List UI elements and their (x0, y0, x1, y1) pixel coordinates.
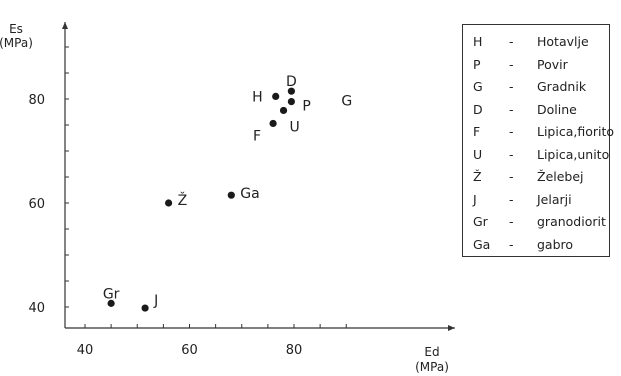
legend-code: Ga (473, 236, 491, 252)
x-axis-arrow (448, 325, 455, 331)
legend-separator: - (509, 101, 514, 117)
legend-entry: Ž - Želebej (471, 166, 609, 189)
legend-name: Hotavlje (537, 34, 589, 49)
y-tick-label: 80 (28, 93, 45, 108)
legend-separator: - (509, 34, 514, 49)
point-label: P (302, 99, 310, 115)
legend-code: P (473, 56, 481, 72)
legend-name: granodiorit (537, 214, 606, 229)
legend-code: Ž (473, 169, 482, 184)
legend-name: Gradnik (537, 79, 587, 94)
legend-code: U (473, 146, 483, 162)
data-point (107, 299, 115, 307)
y-axis-arrow (62, 22, 68, 29)
data-point (141, 304, 149, 312)
legend-separator: - (509, 56, 514, 72)
data-points: H DP G U F Ž Ga Gr J (103, 74, 352, 312)
legend-separator: - (509, 214, 514, 229)
data-point (269, 119, 277, 128)
legend-entry: H - Hotavlje (471, 31, 609, 54)
legend-separator: - (509, 146, 514, 162)
legend-entry: Gr - granodiorit (471, 211, 609, 234)
legend-code: J (473, 191, 477, 207)
axis-titles: Es(MPa)Ed(MPa) (0, 22, 449, 374)
data-point (227, 191, 235, 199)
legend-code: D (473, 101, 483, 117)
legend-code: F (473, 124, 481, 139)
x-tick-label: 40 (77, 343, 94, 358)
point-label: Ž (178, 191, 188, 209)
legend-separator: - (509, 191, 514, 207)
y-tick-label: 60 (28, 197, 45, 212)
legend-separator: - (509, 124, 514, 139)
legend: H - Hotavlje P - Povir G - Gradnik D - Doline F - Lipi… (462, 24, 614, 257)
legend-entry: J - Jelarji (471, 189, 609, 212)
legend-entry: F - Lipica,fiorito (471, 121, 614, 144)
point-label: F (253, 128, 261, 144)
data-point (287, 98, 295, 106)
point-label: Gr (103, 286, 120, 302)
legend-name: gabro (537, 236, 574, 252)
axis-ticks: 40 60 80 40 60 80 (28, 46, 347, 358)
legend-entry: Ga - gabro (471, 234, 609, 257)
point-label: J (153, 293, 158, 309)
legend-entry: U - Lipica,unito (471, 144, 609, 167)
point-label: Ga (240, 186, 259, 202)
y-axis-unit: (MPa) (0, 36, 33, 50)
axes (62, 22, 455, 331)
point-label: H (252, 89, 263, 105)
legend-code: G (473, 79, 483, 94)
legend-name: Doline (537, 101, 577, 117)
legend-separator: - (509, 79, 514, 94)
legend-entry: G - Gradnik (471, 76, 609, 99)
legend-name: Lipica,unito (537, 146, 610, 162)
x-tick-label: 80 (286, 343, 303, 358)
y-axis-title: Es (9, 22, 23, 36)
data-point (287, 87, 295, 95)
data-point (165, 199, 173, 207)
legend-entry: P - Povir (471, 54, 609, 77)
legend-code: H (473, 34, 483, 49)
legend-name: Želebej (537, 169, 584, 184)
legend-code: Gr (473, 214, 488, 229)
x-tick-label: 60 (181, 343, 198, 358)
legend-separator: - (509, 169, 514, 184)
data-point (272, 92, 280, 100)
point-label: D (286, 74, 297, 90)
legend-separator: - (509, 236, 514, 252)
point-label: G (341, 94, 352, 110)
legend-name: Jelarji (537, 191, 572, 207)
legend-name: Lipica,fiorito (537, 124, 615, 139)
x-axis-unit: (MPa) (415, 360, 449, 374)
legend-entry: D - Doline (471, 99, 609, 122)
y-tick-label: 40 (28, 301, 45, 316)
point-label: U (290, 119, 300, 135)
legend-name: Povir (537, 56, 568, 72)
data-point (279, 106, 288, 115)
x-axis-title: Ed (424, 345, 439, 359)
